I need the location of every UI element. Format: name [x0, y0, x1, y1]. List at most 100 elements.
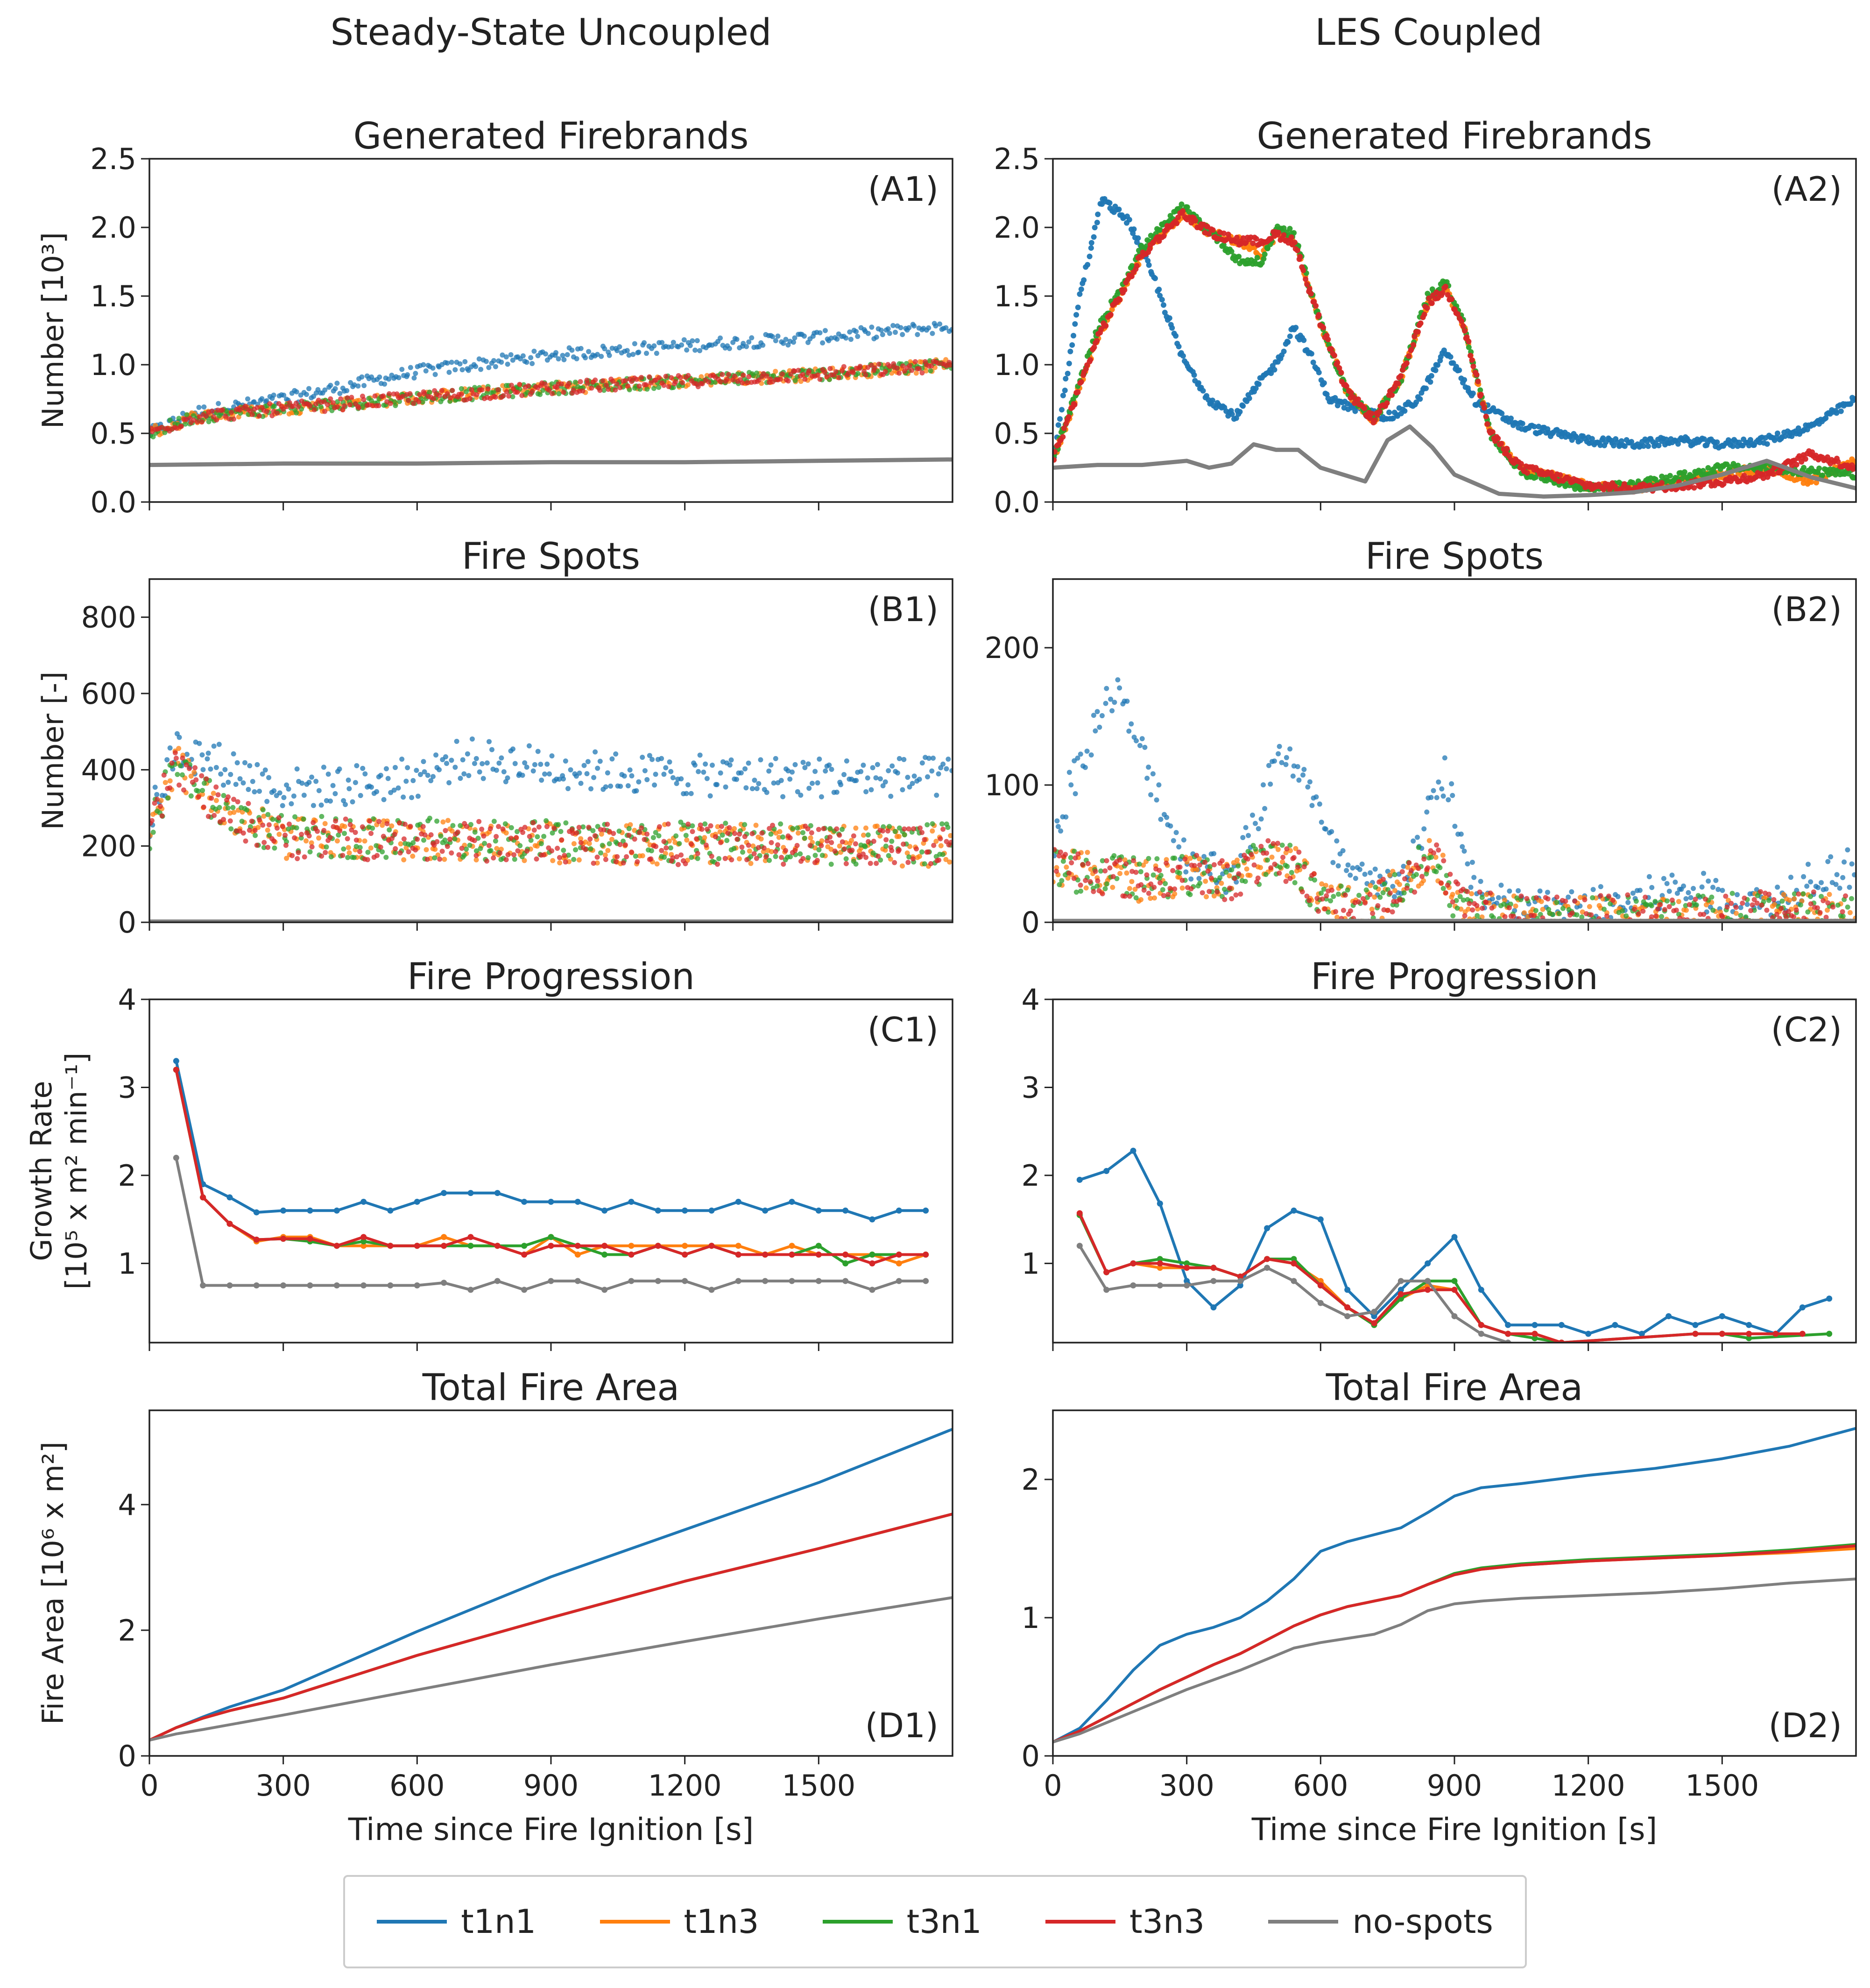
- series-a1-t1n1-point: [303, 392, 309, 397]
- series-b1-t3n3-point: [761, 845, 767, 851]
- series-a1-t1n1-point: [866, 331, 871, 336]
- series-a2-t3n3-point: [1134, 263, 1140, 269]
- series-a1-t3n3-point: [195, 419, 200, 424]
- series-b1-t1n3-point: [578, 836, 584, 842]
- series-b1-t1n1-point: [728, 757, 734, 763]
- series-a2-t1n1-point: [1091, 234, 1097, 240]
- series-b1-t1n1-point: [321, 764, 326, 770]
- series-a1-t3n3-point: [376, 403, 381, 409]
- series-b1-t3n3-point: [381, 834, 386, 839]
- series-a1-t1n1-point: [644, 351, 649, 356]
- series-a1-t1n1-point: [180, 410, 186, 416]
- series-b1-t1n1-point: [685, 782, 691, 788]
- series-b1-t1n1-point: [714, 782, 720, 787]
- series-a2-t3n1-point: [1852, 475, 1856, 481]
- series-b1-t3n3-point: [824, 838, 830, 844]
- series-b1-t3n3-point: [447, 836, 453, 842]
- series-a1-t1n1-point: [854, 329, 859, 334]
- series-a2-t3n3-point: [1122, 287, 1128, 293]
- series-b1-t1n1-point: [242, 760, 247, 765]
- series-b1-t3n3-point: [235, 799, 240, 805]
- series-b1-t3n1-point: [788, 854, 793, 860]
- series-b1-t3n1-point: [272, 845, 277, 851]
- series-b1-t3n1-point: [607, 841, 612, 847]
- series-b1-t3n3-point: [455, 829, 461, 835]
- series-b2-t1n1-point: [1253, 821, 1258, 826]
- series-a1-t3n3-point: [328, 396, 333, 402]
- series-b1-t3n3-point: [275, 825, 280, 831]
- series-b1-t1n1-point: [401, 794, 406, 800]
- series-b1-t1n3-point: [933, 838, 939, 844]
- series-b1-t1n3-point: [828, 847, 834, 852]
- series-b1-t3n3-point: [734, 836, 740, 842]
- series-b1-t1n1-point: [499, 755, 504, 761]
- series-b1-t1n1-point: [458, 776, 463, 781]
- series-b1-t1n3-point: [362, 838, 367, 844]
- series-a2-t3n3-point: [1061, 425, 1067, 432]
- series-a1-t3n3-point: [720, 372, 725, 377]
- series-a2-t1n1-point: [1256, 381, 1262, 387]
- series-a2-t3n3-point: [1087, 357, 1094, 363]
- series-b1-t3n1-point: [902, 832, 907, 838]
- series-a2-t1n1-point: [1180, 353, 1186, 359]
- series-b1-t3n1-point: [683, 833, 689, 838]
- series-b1-t1n1-point: [718, 770, 723, 776]
- series-b1-t3n3-point: [246, 801, 251, 807]
- series-a2-t3n1-point: [1466, 344, 1472, 350]
- series-b1-t3n3-point: [247, 828, 252, 833]
- series-b1-t1n1-point: [557, 776, 562, 782]
- series-b1-t3n3-point: [496, 824, 501, 829]
- series-a2-t3n1-point: [1820, 472, 1826, 478]
- series-b1-t1n1-point: [727, 762, 733, 768]
- series-b1-t3n3-point: [739, 844, 745, 850]
- series-a1-t3n3-point: [841, 364, 847, 369]
- series-a2-t1n1-point: [1285, 339, 1291, 345]
- series-b1-t3n3-point: [266, 822, 272, 828]
- series-b1-t3n1-point: [301, 816, 306, 822]
- series-a1-t3n1-point: [368, 398, 374, 403]
- series-b1-t3n1-point: [681, 822, 686, 828]
- series-b1-t1n1-point: [341, 798, 346, 804]
- series-a2-t1n1-point: [1423, 385, 1429, 391]
- series-b1-t1n1-point: [597, 758, 603, 764]
- series-a1-t3n1-point: [183, 421, 188, 427]
- series-a1-t3n3-point: [223, 413, 228, 419]
- series-b1-t1n1-point: [661, 771, 667, 777]
- series-b1-t1n1-point: [931, 756, 936, 761]
- series-b1-t3n3-point: [727, 825, 732, 830]
- series-b1-t3n3-point: [392, 832, 397, 837]
- series-a1-t3n3-point: [296, 404, 301, 410]
- series-a2-t3n3-point: [1362, 405, 1368, 411]
- series-b2-t1n1-point: [1073, 791, 1078, 797]
- series-b1-t3n3-point: [486, 843, 492, 849]
- series-a1-t1n1-point: [565, 352, 570, 358]
- series-b1-t3n1-point: [790, 826, 796, 831]
- series-b2-t1n1-point: [1104, 686, 1109, 691]
- series-b1-t1n1-point: [328, 798, 333, 804]
- series-b1-t3n3-point: [695, 851, 700, 856]
- series-b2-t1n1-point: [1385, 869, 1390, 874]
- series-b1-t3n3-point: [310, 820, 316, 826]
- series-b1-t3n1-point: [590, 828, 596, 834]
- series-a2-t3n3-point: [1418, 320, 1424, 326]
- series-a2-t3n3-point: [1103, 323, 1109, 329]
- series-a2-t1n1-point: [1804, 426, 1810, 432]
- series-b1-t3n3-point: [401, 836, 407, 842]
- series-a1-t3n3-point: [919, 370, 925, 375]
- series-b1-t3n1-point: [649, 848, 654, 854]
- series-a1-t3n3-point: [322, 409, 328, 414]
- series-a1-t3n1-point: [572, 379, 578, 385]
- series-b1-t3n1-point: [883, 843, 889, 849]
- series-a2-t1n1-point: [1229, 411, 1235, 417]
- series-b2-t1n1-point: [1164, 814, 1170, 820]
- series-b1-t3n1-point: [723, 821, 728, 826]
- series-b1-t3n3-point: [149, 818, 155, 823]
- series-a2-t1n1-point: [1060, 392, 1066, 398]
- series-b1-t3n3-point: [751, 851, 757, 856]
- series-a2-t3n1-point: [1178, 201, 1185, 207]
- series-a1-t3n3-point: [229, 410, 234, 415]
- series-b1-t1n3-point: [211, 791, 216, 796]
- series-a2-t3n3-point: [1484, 421, 1490, 427]
- series-b1-t3n1-point: [939, 821, 945, 827]
- series-b1-t3n1-point: [588, 846, 593, 852]
